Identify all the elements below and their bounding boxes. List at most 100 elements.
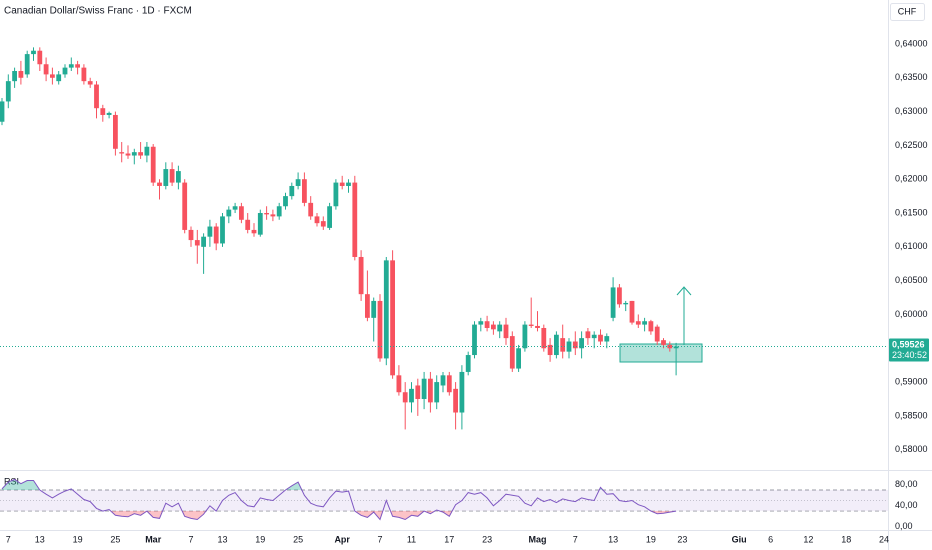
y-tick-label: 0,64000: [895, 38, 928, 48]
x-tick-label: 11: [407, 534, 416, 544]
x-tick-label: Mag: [529, 534, 547, 544]
x-tick-label: 7: [377, 534, 382, 544]
x-tick-label: 23: [677, 534, 687, 544]
candle-body: [213, 226, 219, 244]
y-tick-label: 0,61000: [895, 241, 928, 251]
candle-body: [465, 355, 471, 372]
x-tick-label: 7: [188, 534, 193, 544]
candle-body: [446, 375, 452, 393]
candle-body: [169, 169, 175, 183]
rsi-tick-label: 80,00: [895, 479, 918, 489]
last-price-label: 0,59526: [892, 339, 925, 349]
x-tick-label: Apr: [334, 534, 350, 544]
countdown-label: 23:40:52: [892, 350, 927, 360]
candle-body: [541, 327, 547, 349]
x-tick-label: 19: [646, 534, 656, 544]
candle-body: [604, 336, 610, 342]
currency-button[interactable]: [890, 3, 925, 21]
candle-body: [264, 213, 269, 215]
x-tick-label: Giu: [732, 534, 747, 544]
y-tick-label: 0,62000: [895, 174, 928, 184]
candle-body: [201, 236, 206, 247]
candle-body: [100, 108, 106, 115]
candle-body: [654, 326, 660, 342]
candle-body: [232, 206, 238, 210]
candle-body: [610, 287, 616, 318]
candle-body: [503, 324, 509, 339]
candle-body: [207, 226, 213, 237]
candle-body: [396, 375, 402, 393]
rsi-tick-label: 40,00: [895, 500, 918, 510]
x-tick-label: 17: [444, 534, 454, 544]
y-tick-label: 0,61500: [895, 207, 928, 217]
candle-body: [383, 260, 389, 359]
candle-body: [320, 221, 326, 227]
candle-body: [188, 229, 194, 241]
candle-body: [434, 382, 440, 403]
candle-body: [339, 182, 345, 186]
candle-body: [131, 152, 137, 156]
currency-label[interactable]: CHF: [898, 6, 917, 16]
candle-body: [24, 54, 30, 75]
candle-body: [453, 388, 458, 413]
x-tick-label: 25: [110, 534, 120, 544]
candle-body: [358, 256, 364, 295]
candle-body: [43, 64, 49, 75]
x-tick-label: 19: [255, 534, 265, 544]
candle-body: [245, 219, 251, 230]
x-tick-label: 7: [6, 534, 11, 544]
rsi-tick-label: 0,00: [895, 521, 913, 531]
candle-body: [37, 50, 43, 65]
candle-body: [138, 152, 143, 156]
candle-body: [415, 385, 421, 399]
candle-body: [484, 321, 490, 328]
candle-body: [251, 229, 257, 234]
candle-body: [308, 202, 314, 217]
candle-body: [150, 146, 156, 183]
candle-body: [459, 371, 465, 413]
candle-body: [648, 321, 654, 332]
x-tick-label: 25: [293, 534, 303, 544]
zone-drawing[interactable]: [619, 343, 703, 363]
candle-body: [497, 324, 503, 332]
y-tick-label: 0,58500: [895, 410, 928, 420]
x-tick-label: 13: [217, 534, 227, 544]
candle-body: [478, 321, 484, 325]
candle-body: [157, 182, 162, 186]
candle-body: [302, 179, 307, 203]
candle-body: [560, 338, 566, 352]
candle-body: [390, 260, 395, 376]
candle-body: [68, 64, 74, 68]
chart-title: Canadian Dollar/Swiss Franc · 1D · FXCM: [4, 6, 192, 17]
candle-body: [226, 209, 232, 217]
candle-body: [402, 392, 408, 403]
candle-body: [289, 185, 295, 197]
candle-body: [635, 321, 641, 325]
candle-body: [623, 302, 629, 305]
candle-body: [295, 179, 301, 186]
candle-body: [522, 324, 528, 349]
candle-body: [629, 300, 635, 323]
candle-body: [472, 324, 477, 356]
arrow-head[interactable]: [676, 286, 692, 296]
candle-body: [276, 206, 282, 217]
last-price-box: [889, 338, 929, 362]
x-tick-label: 23: [482, 534, 492, 544]
candle-body: [56, 74, 62, 82]
candle-body: [257, 213, 263, 235]
candle-body: [365, 294, 370, 318]
candle-body: [194, 240, 200, 246]
rsi-line: [1, 478, 677, 521]
candle-body: [642, 321, 647, 325]
candle-body: [182, 182, 188, 230]
candle-body: [547, 344, 553, 356]
candle-body: [554, 334, 559, 356]
marks: [0, 47, 679, 430]
candle-body: [673, 346, 679, 349]
candle-body: [270, 214, 276, 217]
candle-body: [528, 324, 534, 326]
candle-body: [144, 146, 150, 156]
candle-body: [566, 341, 572, 352]
candle-body: [516, 348, 521, 369]
